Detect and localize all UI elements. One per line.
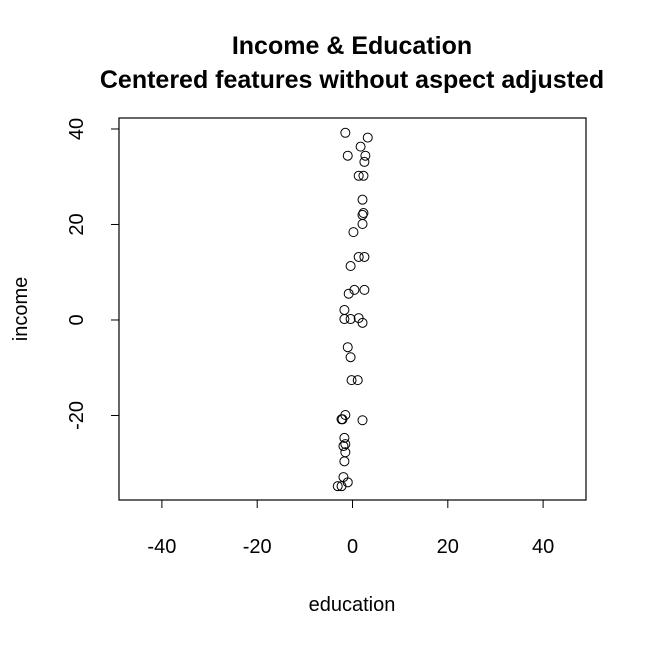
x-tick-label: 0	[347, 536, 358, 558]
chart-title: Income & Education	[232, 32, 472, 60]
y-tick-label: 20	[66, 213, 88, 235]
point	[340, 127, 351, 138]
point	[359, 156, 370, 167]
point	[349, 284, 360, 295]
point	[348, 227, 359, 238]
point	[343, 288, 354, 299]
x-axis-label: education	[309, 594, 396, 616]
x-tick-label: -20	[243, 536, 272, 558]
point	[362, 132, 373, 143]
point	[332, 481, 343, 492]
point	[339, 314, 350, 325]
point	[346, 375, 357, 386]
x-tick-label: -40	[147, 536, 176, 558]
point	[357, 415, 368, 426]
point	[345, 261, 356, 272]
point	[357, 194, 368, 205]
point	[352, 375, 363, 386]
y-tick-label: 40	[66, 118, 88, 140]
point	[338, 441, 349, 452]
chart-subtitle: Centered features without aspect adjuste…	[100, 66, 604, 94]
point	[355, 141, 366, 152]
point	[339, 456, 350, 467]
point	[360, 150, 371, 161]
point	[345, 314, 356, 325]
point	[358, 208, 369, 219]
plot-box	[118, 117, 587, 501]
point	[357, 317, 368, 328]
y-tick-label: -20	[66, 401, 88, 430]
point	[359, 284, 370, 295]
x-tick-label: 20	[437, 536, 459, 558]
point	[358, 170, 369, 181]
y-tick-label: 0	[66, 314, 88, 325]
point	[345, 352, 356, 363]
point	[339, 432, 350, 443]
point	[336, 481, 347, 492]
point	[339, 304, 350, 315]
point	[357, 219, 368, 230]
point	[359, 251, 370, 262]
point	[342, 342, 353, 353]
point	[342, 150, 353, 161]
point	[340, 439, 351, 450]
point	[353, 170, 364, 181]
point	[336, 414, 347, 425]
y-axis-label: income	[10, 277, 32, 341]
point	[353, 251, 364, 262]
x-tick-label: 40	[532, 536, 554, 558]
